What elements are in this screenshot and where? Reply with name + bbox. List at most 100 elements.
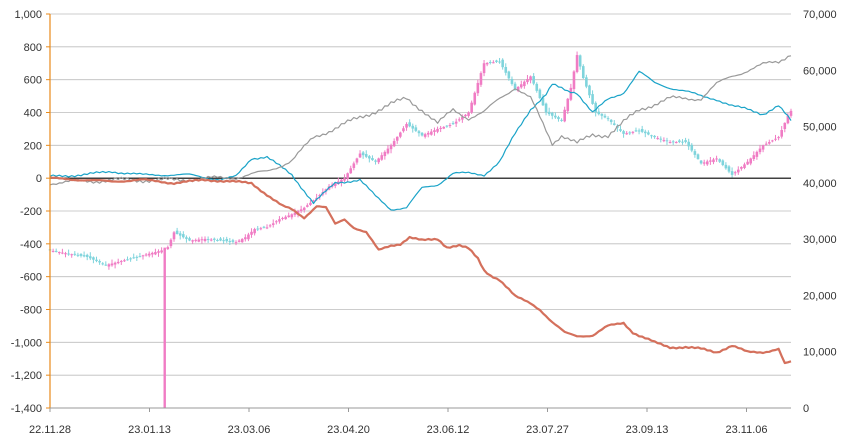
candle-body bbox=[51, 250, 55, 252]
candle bbox=[110, 259, 114, 267]
candle bbox=[191, 239, 194, 244]
candle-body bbox=[445, 125, 449, 127]
candle-body bbox=[411, 125, 415, 129]
candle bbox=[73, 251, 77, 256]
candle-body bbox=[464, 114, 467, 117]
candle-body bbox=[364, 154, 368, 157]
candle bbox=[132, 253, 136, 259]
candle bbox=[250, 228, 253, 238]
candle bbox=[138, 252, 142, 258]
candle bbox=[392, 138, 396, 148]
x-tick-label: 23.07.27 bbox=[526, 424, 569, 436]
candle-body bbox=[423, 134, 427, 137]
candle-body bbox=[755, 151, 759, 157]
candle bbox=[507, 70, 511, 81]
candle bbox=[687, 138, 690, 150]
candle-body bbox=[764, 143, 768, 145]
candle-body bbox=[519, 84, 523, 88]
candle bbox=[89, 252, 92, 261]
candle bbox=[464, 114, 467, 118]
candle bbox=[532, 73, 535, 86]
candle-body bbox=[715, 158, 718, 160]
candle bbox=[699, 160, 703, 165]
candle bbox=[718, 158, 721, 163]
candle bbox=[383, 150, 387, 160]
candle-body bbox=[671, 141, 675, 143]
candle-body bbox=[299, 209, 303, 212]
candle bbox=[92, 256, 95, 264]
candle bbox=[780, 126, 783, 139]
candle bbox=[761, 144, 765, 153]
candle bbox=[457, 117, 461, 122]
candle-body bbox=[482, 63, 486, 74]
candle bbox=[538, 88, 542, 100]
candle bbox=[61, 248, 64, 255]
candle bbox=[154, 248, 157, 256]
candle-body bbox=[687, 141, 690, 147]
candle bbox=[123, 258, 126, 262]
grid-lines bbox=[50, 13, 791, 409]
candle bbox=[681, 139, 684, 145]
x-axis-labels: 22.11.28 23.01.13 23.03.06 23.04.20 23.06.12… bbox=[29, 408, 768, 436]
candle-body bbox=[349, 168, 353, 174]
left-y-tick-label: 1,000 bbox=[14, 9, 42, 21]
candle bbox=[185, 235, 188, 243]
candle-body bbox=[132, 257, 136, 259]
candle bbox=[560, 118, 563, 122]
candle bbox=[504, 63, 508, 76]
candle-body bbox=[767, 142, 771, 144]
candle bbox=[240, 238, 244, 243]
candle-body bbox=[532, 76, 535, 84]
candle-body bbox=[141, 255, 145, 257]
candle bbox=[163, 247, 167, 408]
candle-body bbox=[312, 200, 315, 202]
candle bbox=[600, 113, 604, 120]
candle-body bbox=[333, 183, 337, 186]
candle bbox=[622, 129, 625, 138]
candle-body bbox=[659, 138, 663, 140]
candle-body bbox=[436, 128, 439, 132]
candle bbox=[721, 159, 725, 167]
candle-body bbox=[85, 254, 89, 257]
candle-body bbox=[271, 223, 275, 225]
candle bbox=[541, 94, 545, 107]
candle-body bbox=[501, 59, 504, 68]
candle-body bbox=[138, 256, 142, 258]
right-y-tick-label: 40,000 bbox=[803, 178, 837, 190]
candle-body bbox=[113, 262, 117, 265]
candle-body bbox=[681, 141, 684, 143]
right-y-tick-label: 50,000 bbox=[803, 122, 837, 134]
candle-body bbox=[705, 161, 709, 165]
candle bbox=[755, 150, 759, 160]
candle-body bbox=[361, 152, 365, 156]
candle-body bbox=[284, 216, 287, 220]
candle bbox=[544, 102, 548, 116]
candle bbox=[79, 253, 83, 258]
candle-body bbox=[287, 215, 291, 218]
candle bbox=[566, 97, 570, 115]
candle-body bbox=[761, 145, 765, 150]
candle bbox=[352, 161, 356, 171]
candle bbox=[302, 206, 306, 213]
candle bbox=[278, 216, 281, 224]
candle-body bbox=[597, 111, 601, 115]
candle-body bbox=[185, 237, 188, 239]
candle bbox=[690, 143, 694, 153]
candle bbox=[104, 261, 108, 266]
candle bbox=[76, 252, 80, 258]
candle bbox=[169, 238, 173, 249]
candle-body bbox=[585, 77, 588, 87]
candle-body bbox=[374, 160, 377, 162]
candle bbox=[98, 259, 101, 265]
candle bbox=[581, 64, 585, 80]
candle bbox=[445, 125, 449, 128]
candle-body bbox=[166, 247, 170, 250]
candle bbox=[727, 165, 731, 174]
candle-body bbox=[228, 241, 232, 243]
candle-body bbox=[690, 144, 694, 151]
candle-body bbox=[622, 131, 625, 134]
candle-body bbox=[758, 148, 762, 153]
candle-body bbox=[746, 161, 749, 165]
candle-body bbox=[529, 76, 532, 81]
candle bbox=[597, 108, 601, 116]
